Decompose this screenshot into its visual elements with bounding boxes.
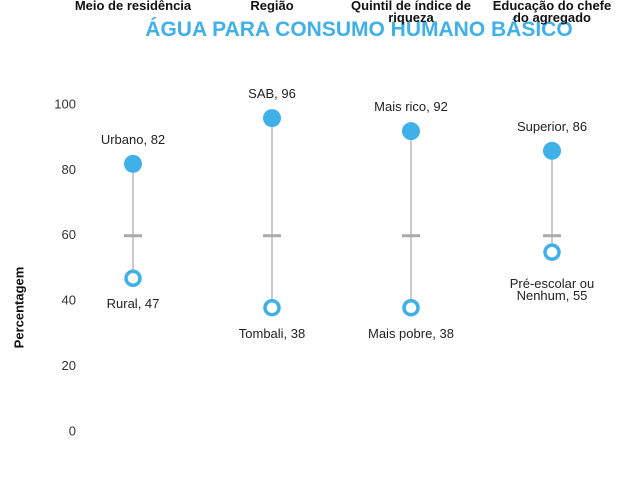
x-tick-label: Educação do chefe do agregado <box>492 0 612 25</box>
x-tick-label: Meio de residência <box>74 0 192 13</box>
chart-title: ÁGUA PARA CONSUMO HUMANO BÁSICO <box>145 18 573 41</box>
data-label: Urbano, 82 <box>100 131 166 147</box>
y-tick-label: 20 <box>62 358 76 373</box>
y-tick-label: 80 <box>62 162 76 177</box>
x-tick-label: Região <box>250 0 294 13</box>
y-tick-label: 0 <box>69 423 76 438</box>
point <box>402 122 420 141</box>
point <box>263 109 281 128</box>
x-tick-label: Quintil de índice de riqueza <box>351 0 471 25</box>
data-label: SAB, 96 <box>248 86 296 102</box>
point <box>124 269 142 288</box>
y-tick-label: 60 <box>62 227 76 242</box>
y-tick-label: 100 <box>54 96 76 111</box>
data-label: Mais rico, 92 <box>374 99 448 115</box>
data-label: Mais pobre, 38 <box>368 325 454 341</box>
data-label: Rural, 47 <box>106 296 160 312</box>
data-label: Tombali, 38 <box>238 325 306 341</box>
point <box>124 154 142 173</box>
y-tick-label: 40 <box>62 293 76 308</box>
data-label: Pré-escolar ou Nenhum, 55 <box>509 276 595 304</box>
point <box>263 298 281 317</box>
point <box>543 243 561 261</box>
data-label: Superior, 86 <box>516 118 588 134</box>
y-axis-label: Percentagem <box>11 266 27 349</box>
point <box>543 141 561 160</box>
point <box>402 298 420 317</box>
